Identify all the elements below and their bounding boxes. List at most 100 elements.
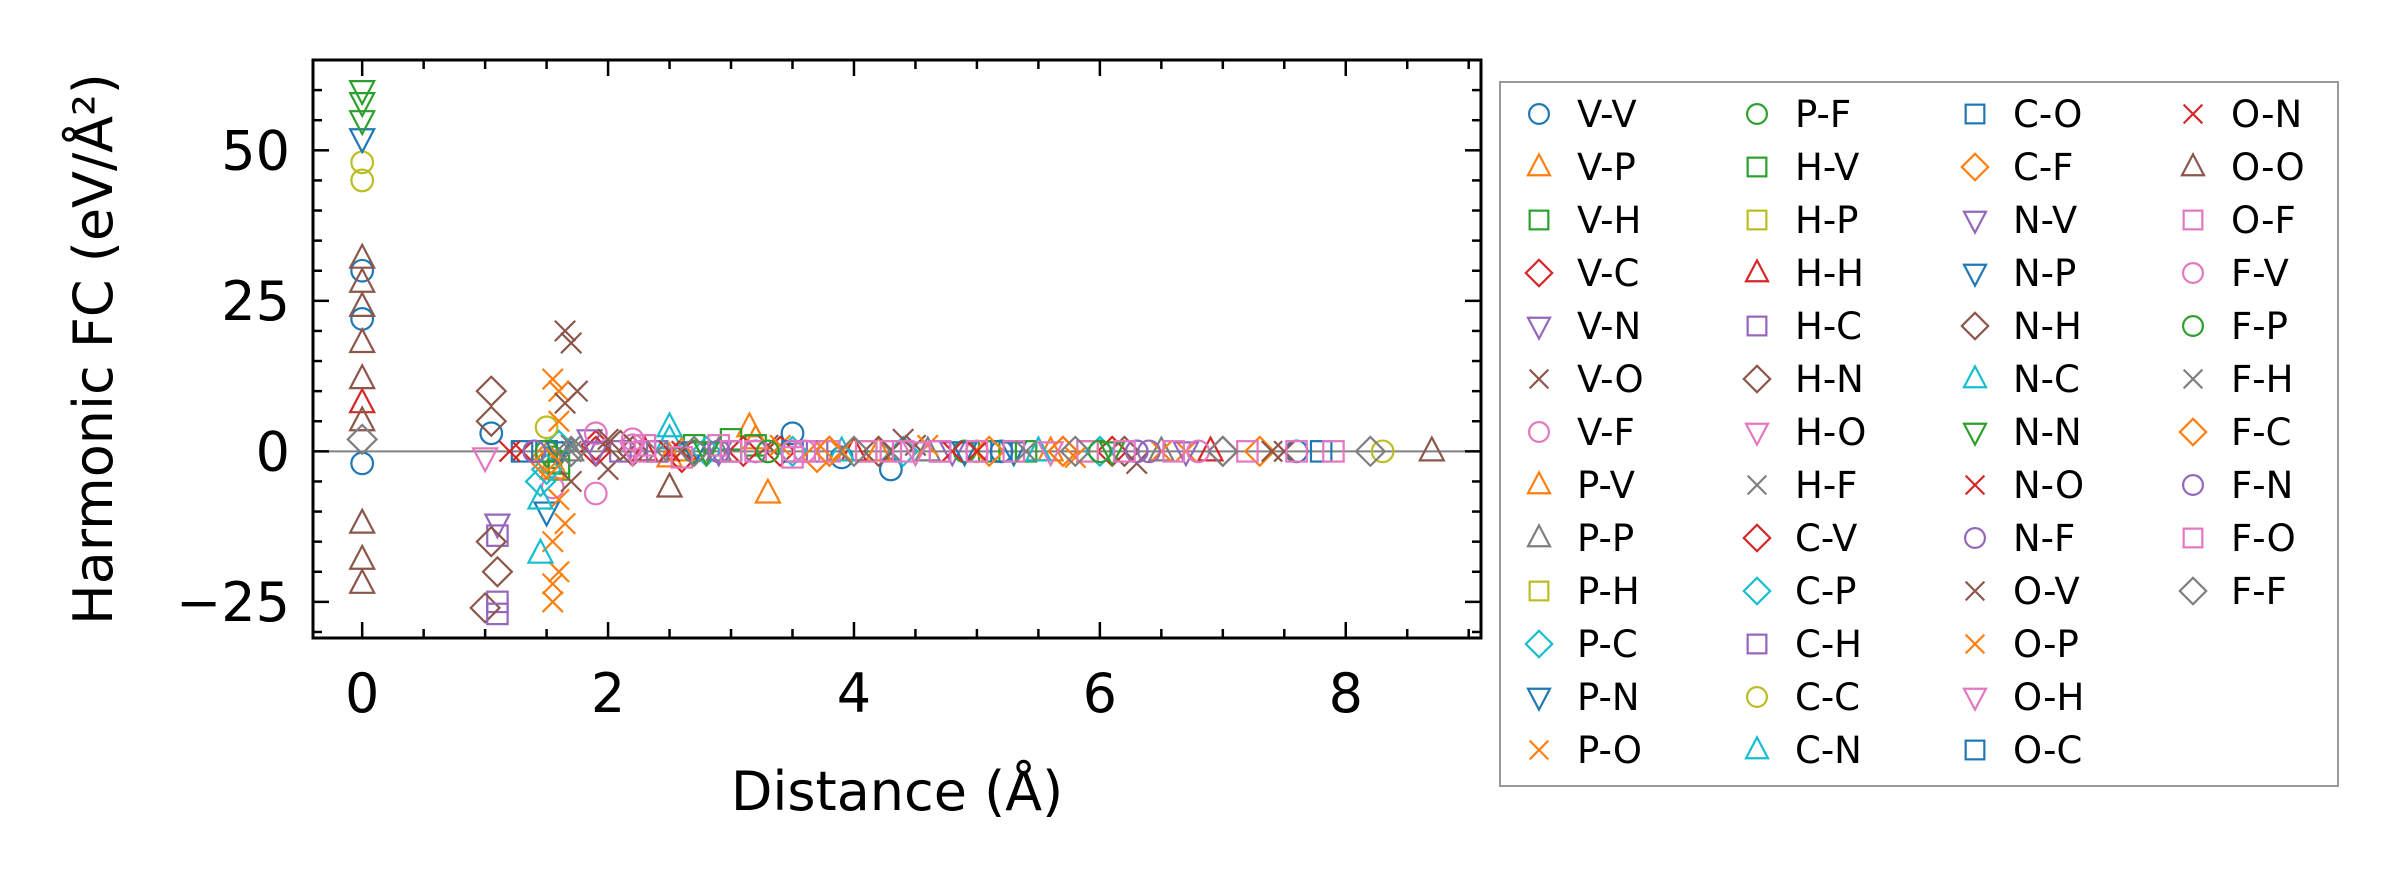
legend-entry: H-C — [1746, 305, 1862, 348]
data-point — [1036, 441, 1065, 468]
legend-label: C-N — [1795, 729, 1862, 772]
data-point — [554, 319, 577, 342]
legend-entry: C-F — [1960, 146, 2073, 189]
x-tick-label: 2 — [591, 662, 625, 725]
legend-label: O-V — [2013, 570, 2080, 613]
legend-marker — [2182, 103, 2204, 125]
data-point — [864, 435, 893, 462]
legend-marker — [1746, 474, 1768, 496]
data-point — [554, 512, 577, 535]
data-point — [704, 435, 733, 462]
legend-label: F-N — [2231, 464, 2293, 507]
series-n-c — [526, 423, 1053, 510]
legend-label: O-P — [2013, 623, 2079, 666]
legend-entry: P-C — [1524, 623, 1638, 666]
legend-label: V-P — [1577, 146, 1636, 189]
data-point — [916, 434, 939, 457]
data-point — [475, 405, 508, 438]
legend-marker — [1526, 469, 1552, 495]
data-point — [1206, 435, 1239, 468]
legend-marker — [2180, 151, 2206, 177]
legend-label: N-C — [2013, 358, 2080, 401]
legend-marker — [1744, 422, 1770, 448]
legend-label: F-C — [2231, 411, 2291, 454]
data-point — [1261, 440, 1283, 463]
legend-entry: P-O — [1528, 729, 1642, 772]
legend-marker — [1742, 576, 1772, 606]
legend-marker — [1746, 209, 1768, 231]
data-point — [560, 470, 583, 493]
data-point — [350, 168, 375, 193]
series-f-h — [560, 434, 1038, 463]
legend-label: F-F — [2231, 570, 2287, 613]
y-tick-label: −25 — [176, 571, 290, 634]
data-point — [727, 435, 760, 468]
data-point — [838, 435, 870, 468]
legend-entry: F-P — [2182, 305, 2288, 348]
data-point — [973, 435, 1006, 468]
legend-label: P-P — [1577, 517, 1634, 560]
data-point — [541, 590, 564, 613]
legend-marker — [1746, 633, 1768, 655]
data-point — [655, 411, 684, 438]
legend-entry: N-O — [1964, 464, 2084, 507]
legend-label: O-H — [2013, 676, 2084, 719]
legend-entry: P-N — [1526, 676, 1640, 719]
legend-label: N-P — [2013, 252, 2076, 295]
legend-label: O-N — [2231, 93, 2302, 136]
legend-marker — [2182, 209, 2204, 231]
data-point — [801, 441, 834, 474]
axis-ticks — [313, 58, 1481, 638]
data-point — [348, 92, 377, 119]
legend-entry: N-P — [1962, 252, 2076, 295]
data-point — [471, 447, 499, 474]
legend-marker — [1528, 209, 1550, 231]
data-point — [1113, 440, 1136, 463]
plot-frame — [311, 58, 1483, 640]
legend-entry: V-F — [1527, 411, 1635, 454]
data-point — [754, 477, 782, 504]
data-point — [1137, 439, 1161, 464]
legend-items: V-V V-P V-H V-C V-N V-O V-F P-V P-P P-H P-C P-N P-O P… — [1524, 93, 2305, 772]
x-tick-label: 4 — [837, 662, 871, 725]
data-point — [541, 368, 564, 391]
legend-label: H-C — [1795, 305, 1862, 348]
legend-entry: V-H — [1528, 199, 1641, 242]
data-point — [583, 481, 608, 506]
legend-marker — [1746, 156, 1768, 178]
legend-label: C-F — [2013, 146, 2073, 189]
legend-marker — [1526, 316, 1552, 342]
legend-entry: P-H — [1528, 570, 1640, 613]
y-tick-label: 0 — [256, 420, 290, 483]
legend-marker — [1745, 685, 1768, 708]
legend-entry: V-P — [1526, 146, 1636, 189]
legend-label: N-N — [2013, 411, 2082, 454]
data-point — [928, 440, 952, 463]
legend-marker — [1964, 103, 1986, 125]
data-point — [719, 440, 743, 463]
data-point — [1024, 435, 1053, 462]
legend-label: F-O — [2231, 517, 2296, 560]
legend-marker — [2182, 474, 2205, 497]
legend-entry: F-O — [2182, 517, 2296, 560]
legend-marker — [1960, 311, 1990, 341]
legend-label: H-H — [1795, 252, 1864, 295]
legend-entry: F-C — [2178, 411, 2291, 454]
legend-entry: H-H — [1744, 252, 1864, 295]
legend-label: H-P — [1795, 199, 1859, 242]
legend-entry: N-C — [1962, 358, 2080, 401]
data-point — [486, 524, 509, 547]
legend-entry: V-O — [1528, 358, 1644, 401]
x-tick-label: 6 — [1083, 662, 1117, 725]
legend-marker — [1745, 102, 1768, 125]
legend-label: C-O — [2013, 93, 2082, 136]
data-point — [891, 440, 915, 463]
x-axis-label: Distance (Å) — [731, 759, 1063, 823]
legend-marker — [1526, 687, 1552, 713]
data-point — [348, 326, 377, 354]
data-point — [479, 421, 504, 446]
series-f-c — [530, 435, 1079, 480]
legend-marker — [1964, 739, 1986, 761]
series-o-o — [348, 242, 1446, 594]
series-v-o — [554, 319, 1296, 481]
